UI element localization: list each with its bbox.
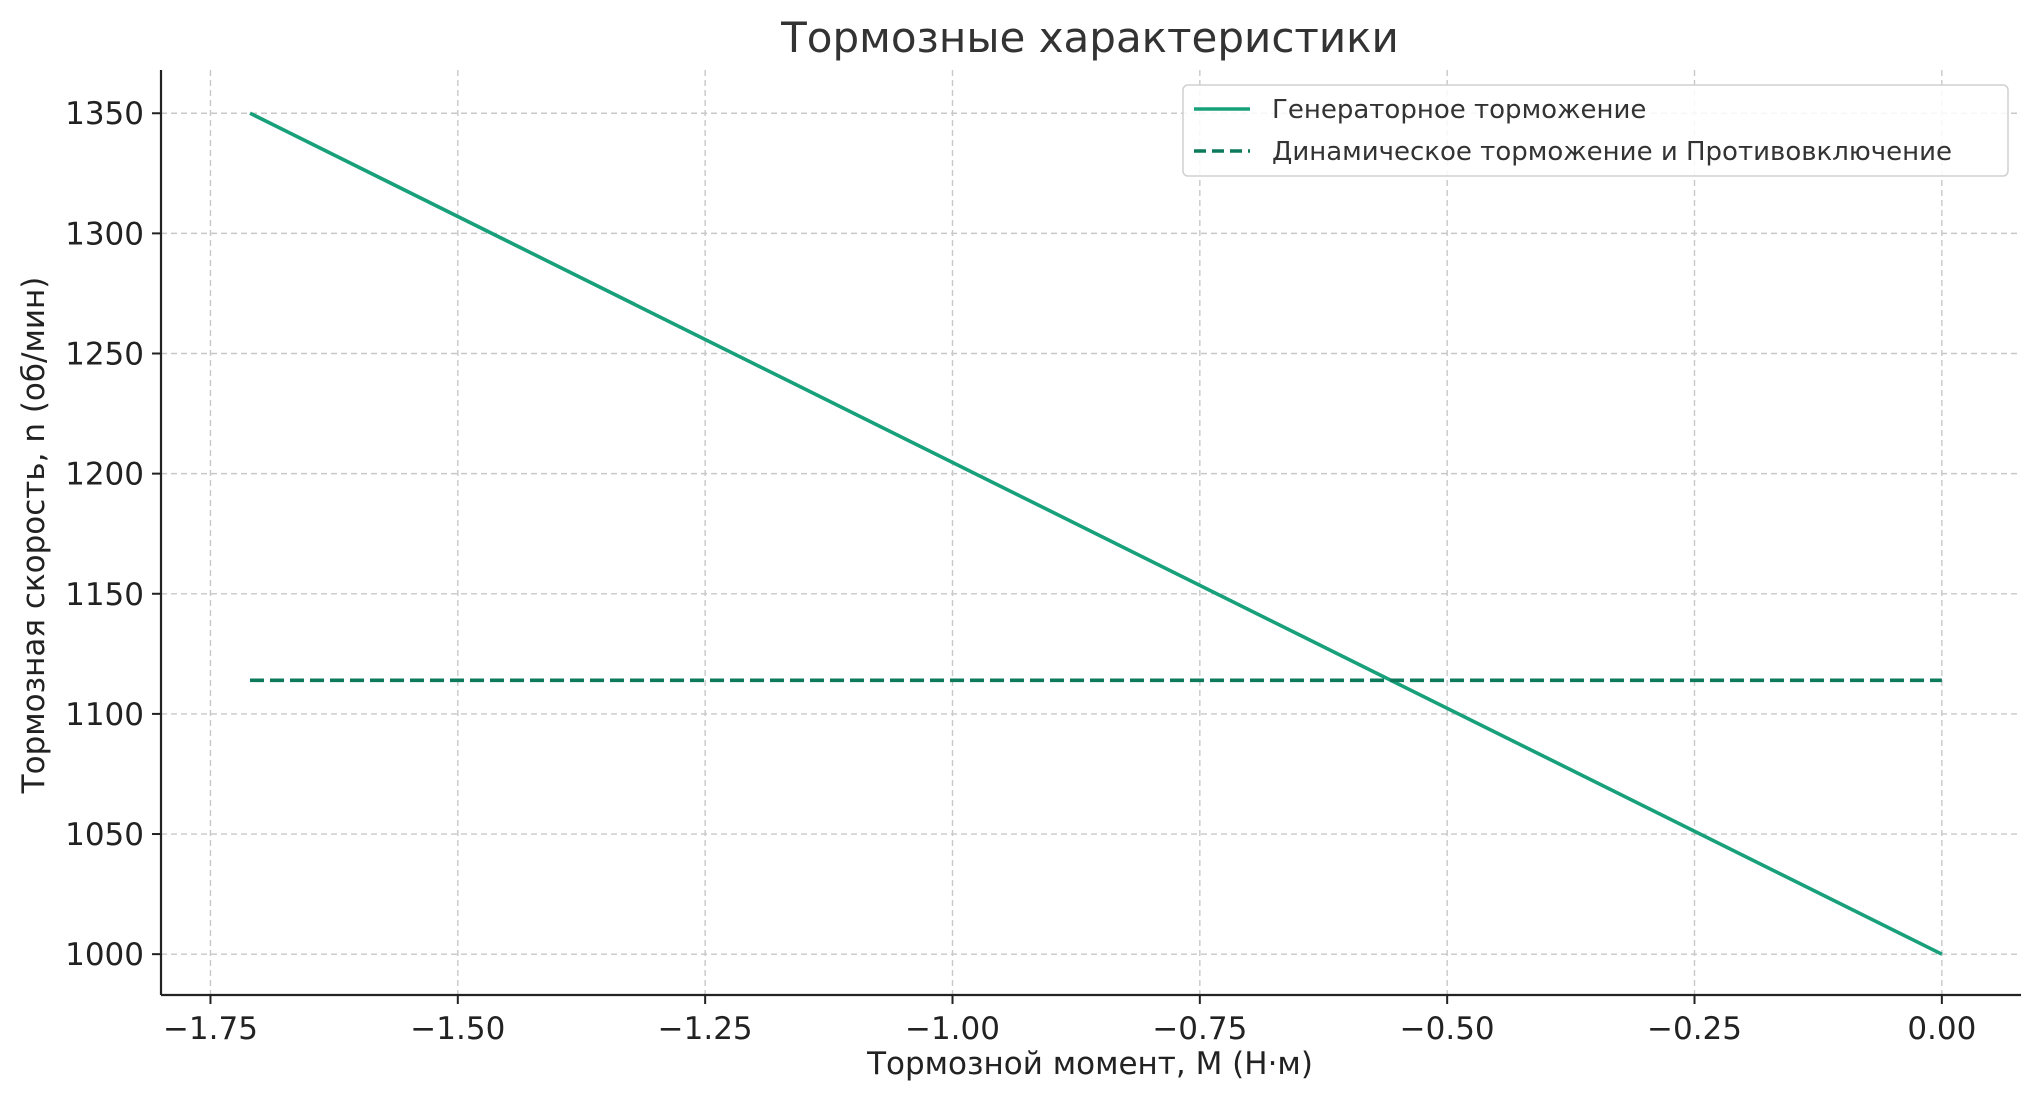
legend: Генераторное торможение Динамическое торм… (1182, 84, 2009, 177)
legend-label-1: Генераторное торможение (1272, 95, 1646, 125)
y-axis-label: Тормозная скорость, n (об/мин) (16, 277, 52, 795)
legend-frame (1182, 84, 2009, 177)
y-tick-label: 1200 (65, 457, 144, 493)
x-axis-label: Тормозной момент, M (Н·м) (866, 1046, 1313, 1082)
y-tick-label: 1100 (65, 697, 144, 733)
y-tick-label: 1150 (65, 577, 144, 613)
x-tick-label: 0.00 (1907, 1011, 1976, 1047)
series-line-1 (249, 111, 1943, 956)
y-tick-label: 1350 (65, 96, 144, 132)
y-tick-label: 1000 (65, 937, 144, 973)
chart-title: Тормозные характеристики (780, 13, 1399, 62)
legend-label-2: Динамическое торможение и Противовключен… (1272, 137, 1952, 167)
axes (152, 70, 2021, 1004)
x-tick-label: −1.25 (658, 1011, 753, 1047)
tick-labels: −1.75 −1.50 −1.25 −1.00 −0.75 −0.50 −0.25 0.00 1… (65, 96, 1976, 1047)
x-tick-label: −0.75 (1152, 1011, 1247, 1047)
x-tick-label: −0.25 (1647, 1011, 1742, 1047)
y-tick-label: 1300 (65, 216, 144, 252)
series-lines (249, 111, 1943, 956)
x-tick-label: −1.50 (410, 1011, 505, 1047)
x-tick-label: −1.75 (163, 1011, 258, 1047)
grid (161, 70, 2021, 995)
x-tick-label: −0.50 (1400, 1011, 1495, 1047)
y-tick-label: 1050 (65, 817, 144, 853)
x-tick-label: −1.00 (905, 1011, 1000, 1047)
y-tick-label: 1250 (65, 337, 144, 373)
